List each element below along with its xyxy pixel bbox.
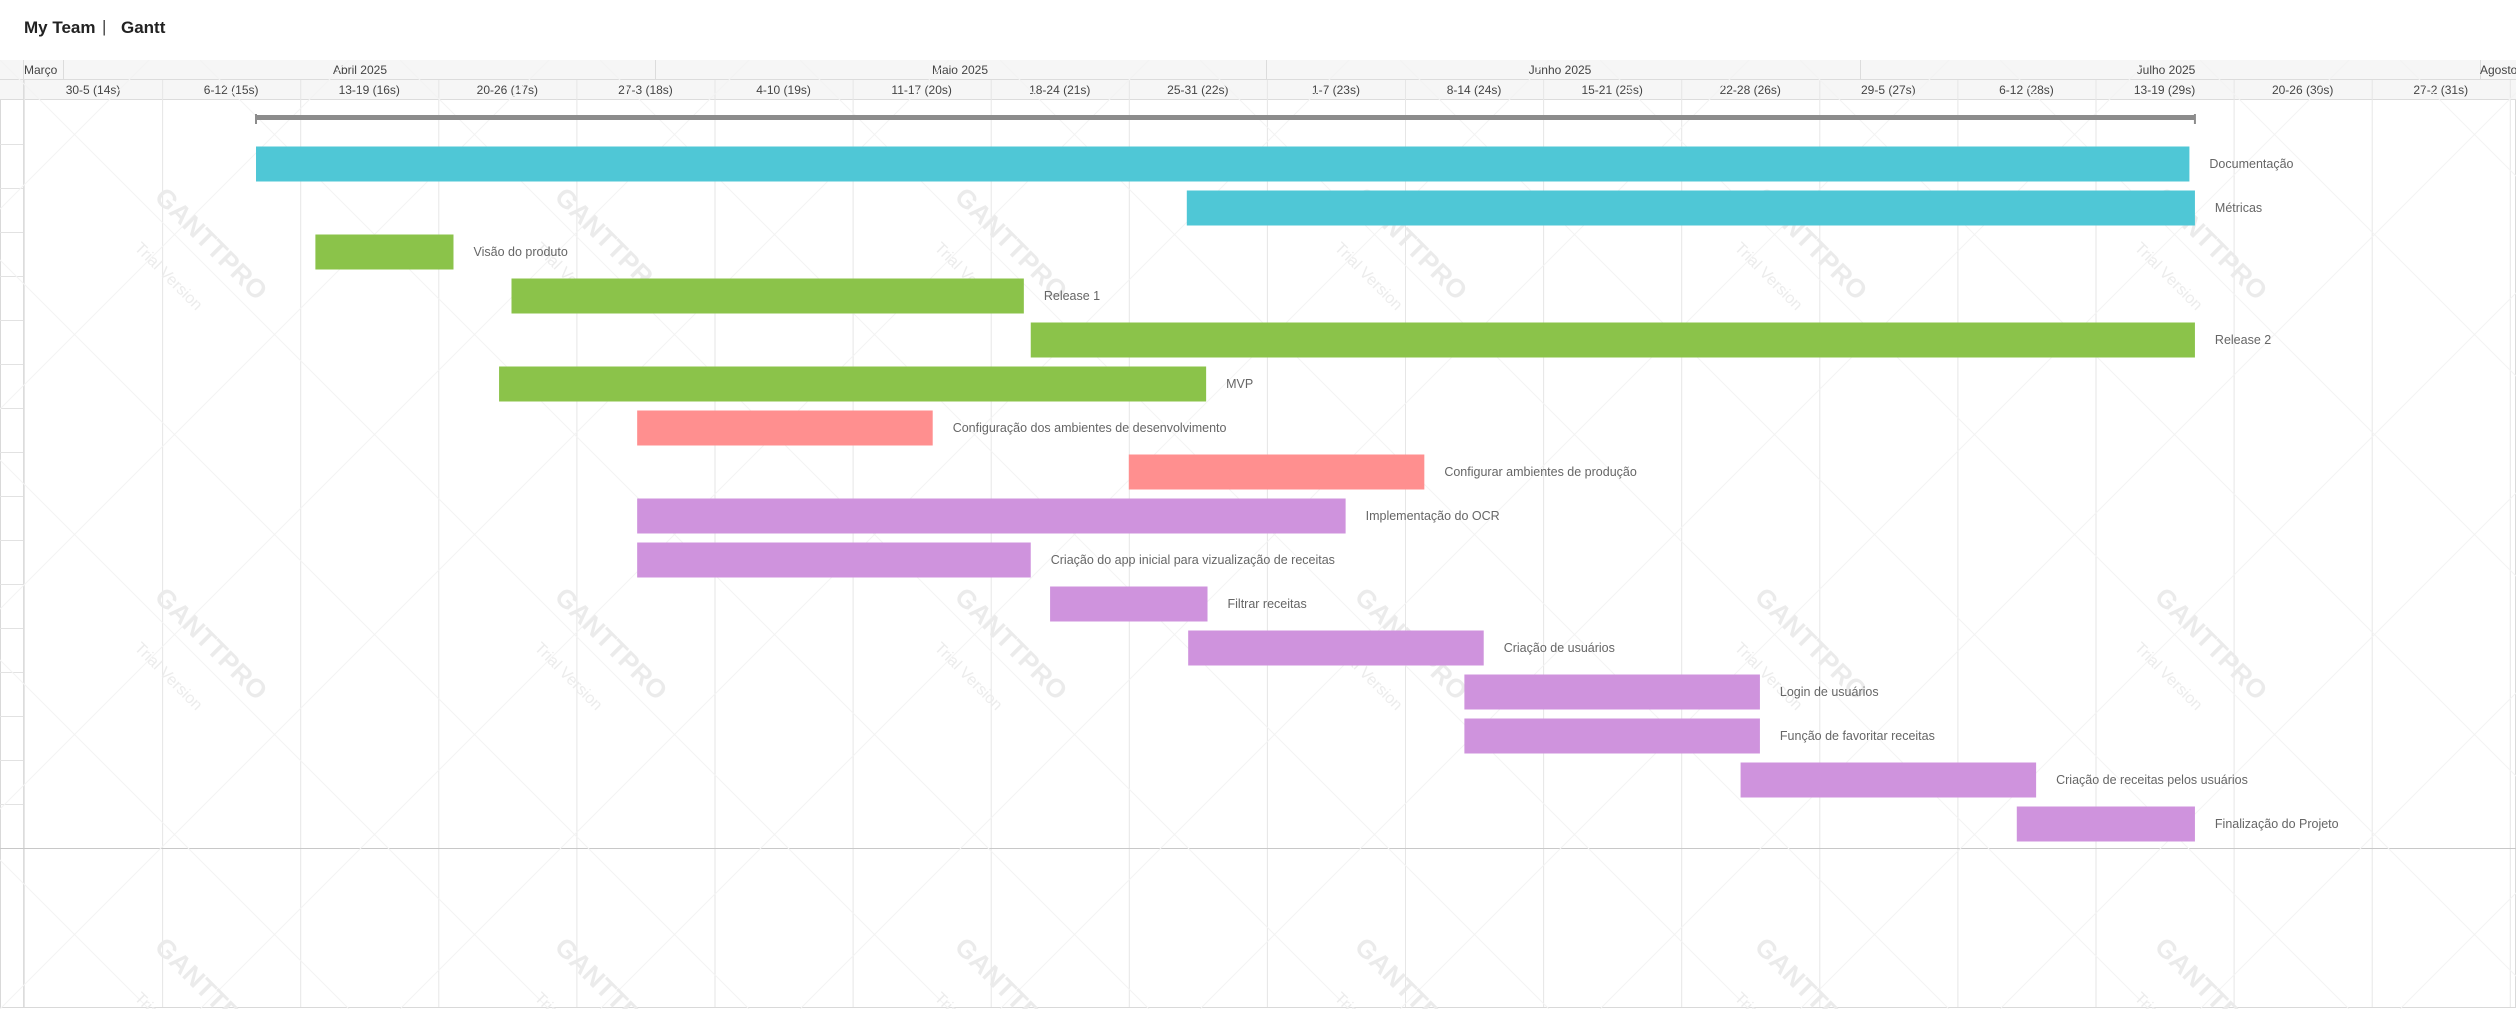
task-bar[interactable] — [1030, 322, 2195, 358]
task-label: Função de favoritar receitas — [1780, 729, 1935, 743]
week-label: 29-5 (27s) — [1861, 83, 1916, 97]
task-label: Login de usuários — [1780, 685, 1879, 699]
summary-start-cap — [255, 114, 258, 124]
watermark-line — [2399, 892, 2516, 1010]
gantt-chart[interactable]: 30-5 (14s) 6-12 (15s) 13-19 (16s) 20-26 (17… — [0, 59, 2516, 1014]
task-label: Criação de receitas pelos usuários — [2056, 773, 2248, 787]
watermark-line — [0, 59, 350, 410]
week-label: 8-14 (24s) — [1447, 83, 1502, 97]
watermark-line — [2199, 59, 2516, 377]
task-label: Release 1 — [1044, 289, 1100, 303]
week-label: 4-10 (19s) — [756, 83, 811, 97]
week-label: 18-24 (21s) — [1029, 83, 1090, 97]
task-label: Documentação — [2209, 157, 2293, 171]
week-label: 6-12 (28s) — [1999, 83, 2054, 97]
workspace-title[interactable]: My Team — [24, 18, 96, 37]
task-bar[interactable] — [499, 366, 1207, 402]
watermark-line — [0, 59, 950, 1010]
watermark-brand: GANTTPRO — [2149, 931, 2273, 1009]
week-label: 20-26 (17s) — [477, 83, 538, 97]
week-label: 15-21 (25s) — [1581, 83, 1642, 97]
task-label: Criação de usuários — [1504, 641, 1615, 655]
project-summary-bar[interactable] — [256, 115, 2195, 120]
watermark-line — [0, 59, 550, 610]
task-label: Release 2 — [2215, 333, 2271, 347]
watermark-line — [0, 59, 750, 810]
watermark-line — [1999, 492, 2516, 1010]
task-bar[interactable] — [1740, 762, 2037, 798]
task-bar[interactable] — [511, 278, 1024, 314]
task-bar[interactable] — [1128, 454, 1425, 490]
week-label: 1-7 (23s) — [1312, 83, 1360, 97]
task-bar[interactable] — [637, 542, 1031, 578]
watermark-brand: GANTTPRO — [1349, 931, 1473, 1009]
watermark-note: Trial Version — [1331, 240, 1405, 314]
task-label: Visão do produto — [473, 245, 567, 259]
week-label: 6-12 (15s) — [204, 83, 259, 97]
task-bar[interactable] — [1464, 674, 1760, 710]
task-label: Implementação do OCR — [1366, 509, 1500, 523]
watermark-line — [1799, 292, 2516, 1010]
task-label: Criação do app inicial para vizualização… — [1051, 553, 1335, 567]
task-label: Métricas — [2215, 201, 2262, 215]
task-label: Filtrar receitas — [1228, 597, 1307, 611]
title-separator: | — [102, 17, 107, 36]
task-label: Configuração dos ambientes de desenvolvi… — [953, 421, 1227, 435]
gantt-canvas: 30-5 (14s) 6-12 (15s) 13-19 (16s) 20-26 (17… — [0, 59, 2516, 1014]
week-label: 30-5 (14s) — [66, 83, 121, 97]
task-bar[interactable] — [1186, 190, 2195, 226]
month-label: Março — [24, 63, 58, 77]
app-header: My Team | Gantt — [0, 0, 2516, 60]
week-label: 13-19 (29s) — [2134, 83, 2195, 97]
task-bar[interactable] — [1050, 586, 1208, 622]
week-label: 27-3 (18s) — [618, 83, 673, 97]
month-label: Julho 2025 — [2137, 63, 2196, 77]
watermark-brand: GANTTPRO — [1749, 931, 1873, 1009]
month-label: Abril 2025 — [333, 63, 387, 77]
watermark-brand: GANTTPRO — [149, 931, 273, 1009]
watermark-note: Trial Version — [2131, 240, 2205, 314]
watermark-brand: GANTTPRO — [949, 931, 1073, 1009]
watermark-note: Trial Version — [1731, 240, 1805, 314]
task-bar[interactable] — [315, 234, 454, 270]
task-label: Finalização do Projeto — [2215, 817, 2339, 831]
week-label: 13-19 (16s) — [339, 83, 400, 97]
watermark-note: Trial Version — [2131, 640, 2205, 714]
week-label: 11-17 (20s) — [891, 83, 951, 97]
watermark-brand: GANTTPRO — [549, 931, 673, 1009]
week-label: 22-28 (26s) — [1720, 83, 1781, 97]
week-label: 20-26 (30s) — [2272, 83, 2333, 97]
task-label: MVP — [1226, 377, 1253, 391]
summary-end-cap — [2193, 114, 2196, 124]
task-bar[interactable] — [1464, 718, 1760, 754]
month-label: Junho 2025 — [1529, 63, 1592, 77]
watermark-line — [1599, 92, 2516, 1010]
watermark-line — [0, 259, 750, 1010]
watermark-note: Trial Version — [131, 640, 205, 714]
watermark-note: Trial Version — [131, 240, 205, 314]
task-bar[interactable] — [2016, 806, 2195, 842]
view-title[interactable]: Gantt — [121, 18, 166, 37]
task-bar[interactable] — [637, 410, 933, 446]
task-bar[interactable] — [637, 498, 1346, 534]
watermark-note: Trial Version — [931, 640, 1005, 714]
watermark-line — [199, 59, 1150, 1010]
week-label: 25-31 (22s) — [1167, 83, 1228, 97]
week-label: 27-2 (31s) — [2413, 83, 2468, 97]
watermark-note: Trial Version — [531, 640, 605, 714]
watermark-line — [2399, 59, 2516, 177]
task-label: Configurar ambientes de produção — [1444, 465, 1637, 479]
month-label: Maio 2025 — [932, 63, 988, 77]
task-bar[interactable] — [1188, 630, 1484, 666]
task-bar[interactable] — [256, 146, 2190, 182]
watermark-line — [0, 659, 350, 1010]
month-label: Agosto — [2480, 63, 2516, 77]
watermark-line — [2199, 692, 2516, 1010]
